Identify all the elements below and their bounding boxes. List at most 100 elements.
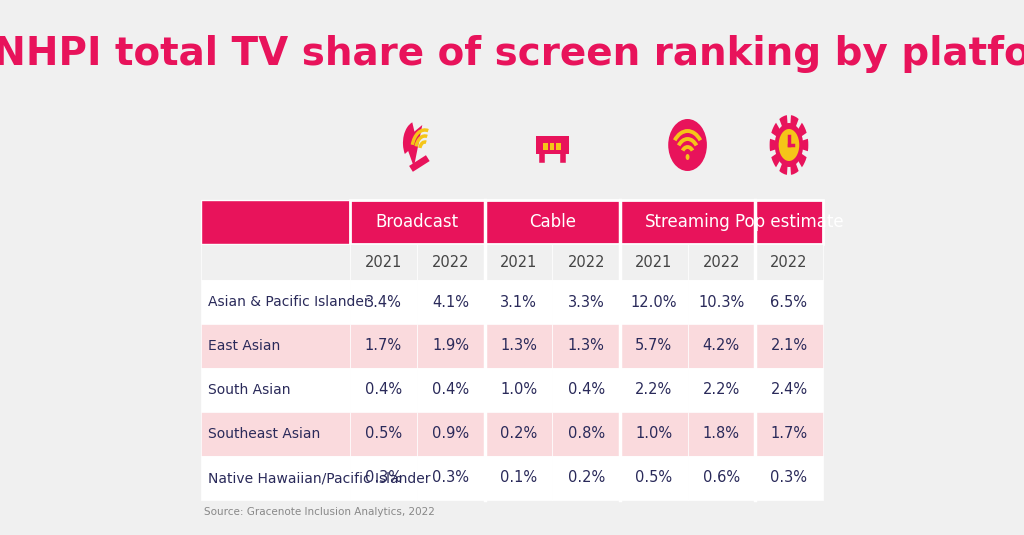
Text: 2021: 2021 [635, 255, 673, 270]
Text: 2022: 2022 [770, 255, 808, 270]
Bar [202, 280, 349, 324]
Text: 4.1%: 4.1% [432, 294, 469, 310]
Text: Source: Gracenote Inclusion Analytics, 2022: Source: Gracenote Inclusion Analytics, 2… [205, 507, 435, 517]
Bar [755, 412, 822, 456]
Text: 2022: 2022 [702, 255, 740, 270]
Bar [687, 244, 755, 280]
Bar [349, 244, 417, 280]
Circle shape [778, 129, 800, 161]
Polygon shape [404, 125, 422, 167]
Text: 12.0%: 12.0% [631, 294, 677, 310]
Text: 2022: 2022 [432, 255, 470, 270]
Text: 1.7%: 1.7% [365, 339, 401, 354]
Bar [417, 244, 484, 280]
Bar [552, 412, 620, 456]
Text: 6.5%: 6.5% [770, 294, 808, 310]
Text: 0.4%: 0.4% [365, 383, 401, 398]
Ellipse shape [669, 119, 707, 171]
Text: 4.2%: 4.2% [702, 339, 740, 354]
Bar [484, 456, 552, 500]
Bar [755, 456, 822, 500]
Text: Southeast Asian: Southeast Asian [208, 427, 319, 441]
Text: 2021: 2021 [500, 255, 538, 270]
Text: 1.3%: 1.3% [500, 339, 537, 354]
Bar [556, 143, 561, 150]
Text: East Asian: East Asian [208, 339, 280, 353]
Bar [484, 368, 552, 412]
Bar [536, 136, 569, 154]
Bar [552, 280, 620, 324]
Bar [687, 456, 755, 500]
Text: 0.2%: 0.2% [500, 426, 538, 441]
Text: 0.9%: 0.9% [432, 426, 469, 441]
Bar [620, 368, 687, 412]
Text: 1.7%: 1.7% [770, 426, 808, 441]
Wedge shape [788, 123, 807, 145]
Text: 3.3%: 3.3% [567, 294, 604, 310]
Bar [417, 368, 484, 412]
Bar [687, 368, 755, 412]
Bar [202, 368, 349, 412]
Bar [620, 200, 755, 244]
Wedge shape [403, 123, 417, 154]
Bar [755, 324, 822, 368]
Bar [687, 324, 755, 368]
Text: Cable: Cable [528, 213, 575, 231]
Text: 0.8%: 0.8% [567, 426, 605, 441]
Text: Broadcast: Broadcast [376, 213, 459, 231]
Wedge shape [788, 145, 799, 175]
Bar [620, 412, 687, 456]
Bar [417, 280, 484, 324]
Bar [417, 456, 484, 500]
Bar [484, 412, 552, 456]
Text: South Asian: South Asian [208, 383, 290, 397]
Text: AANHPI total TV share of screen ranking by platform: AANHPI total TV share of screen ranking … [0, 35, 1024, 73]
Bar [620, 324, 687, 368]
Bar [202, 244, 349, 280]
Bar [620, 244, 687, 280]
Bar [349, 368, 417, 412]
Text: 3.4%: 3.4% [365, 294, 401, 310]
Text: Native Hawaiian/Pacific Islander: Native Hawaiian/Pacific Islander [208, 471, 430, 485]
Text: 2021: 2021 [365, 255, 402, 270]
Text: 0.4%: 0.4% [567, 383, 605, 398]
Text: 0.3%: 0.3% [770, 470, 808, 485]
Circle shape [775, 123, 803, 167]
Wedge shape [779, 145, 788, 175]
Text: 2022: 2022 [567, 255, 605, 270]
Text: 0.5%: 0.5% [635, 470, 673, 485]
Bar [202, 324, 349, 368]
Bar [349, 412, 417, 456]
Bar [349, 324, 417, 368]
Text: 2.2%: 2.2% [635, 383, 673, 398]
Text: 0.6%: 0.6% [702, 470, 740, 485]
Bar [484, 280, 552, 324]
Bar [620, 280, 687, 324]
Wedge shape [788, 145, 807, 167]
Text: 1.0%: 1.0% [635, 426, 673, 441]
Circle shape [686, 154, 689, 160]
Wedge shape [771, 123, 788, 145]
Bar [755, 244, 822, 280]
Text: 2.4%: 2.4% [770, 383, 808, 398]
Text: 10.3%: 10.3% [698, 294, 744, 310]
Wedge shape [771, 145, 788, 167]
Bar [202, 200, 349, 244]
Bar [349, 456, 417, 500]
Bar [202, 412, 349, 456]
Wedge shape [788, 139, 808, 151]
Text: 0.3%: 0.3% [365, 470, 401, 485]
Bar [417, 412, 484, 456]
Bar [552, 368, 620, 412]
Wedge shape [770, 139, 788, 151]
Text: 0.4%: 0.4% [432, 383, 469, 398]
Bar [620, 456, 687, 500]
Bar [349, 200, 484, 244]
Text: 1.9%: 1.9% [432, 339, 469, 354]
Bar [417, 324, 484, 368]
Bar [687, 280, 755, 324]
Wedge shape [779, 115, 788, 145]
Text: 1.8%: 1.8% [702, 426, 740, 441]
Text: Streaming: Streaming [645, 213, 730, 231]
Text: 2.1%: 2.1% [770, 339, 808, 354]
